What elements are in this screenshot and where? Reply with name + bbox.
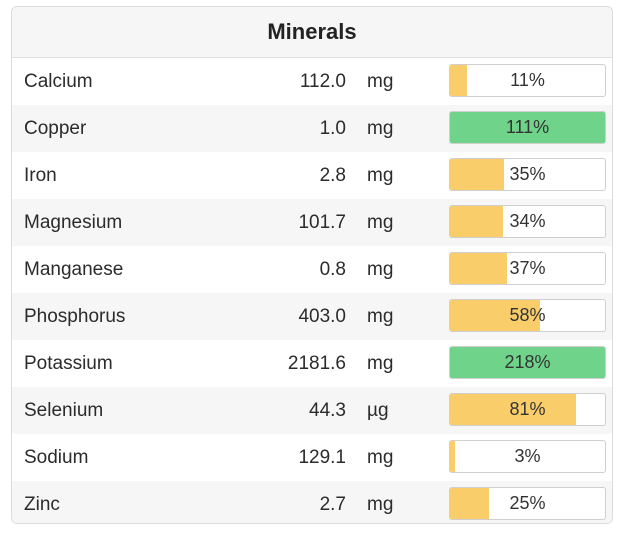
percent-bar-fill [450, 347, 605, 378]
percent-bar: 11% [449, 64, 606, 97]
mineral-unit: mg [367, 165, 394, 186]
table-row: Sodium 129.1 mg 3% [12, 434, 612, 481]
percent-bar-fill [450, 441, 455, 472]
percent-label: 218% [504, 352, 551, 372]
percent-label: 37% [509, 258, 546, 278]
percent-bar: 3% [449, 440, 606, 473]
mineral-amount: 44.3 [309, 400, 346, 421]
mineral-name: Magnesium [24, 212, 123, 233]
table-row: Potassium 2181.6 mg 218% [12, 340, 612, 387]
mineral-name: Manganese [24, 259, 124, 280]
percent-bar: 81% [449, 393, 606, 426]
mineral-name: Phosphorus [24, 306, 126, 327]
mineral-amount: 403.0 [298, 306, 346, 327]
percent-bar: 111% [449, 111, 606, 144]
mineral-unit: mg [367, 447, 394, 468]
percent-bar: 218% [449, 346, 606, 379]
mineral-unit: mg [367, 353, 394, 374]
percent-bar-fill [450, 488, 489, 519]
percent-bar-fill [450, 253, 508, 284]
mineral-amount: 2.8 [319, 165, 346, 186]
table-row: Magnesium 101.7 mg 34% [12, 199, 612, 246]
table-row: Calcium 112.0 mg 11% [12, 58, 612, 105]
mineral-unit: mg [367, 259, 394, 280]
percent-label: 11% [510, 70, 545, 90]
percent-bar-fill [450, 300, 540, 331]
percent-label: 25% [509, 493, 546, 513]
mineral-amount: 2.7 [319, 494, 346, 515]
mineral-unit: µg [367, 400, 389, 421]
mineral-unit: mg [367, 212, 394, 233]
table-row: Selenium 44.3 µg 81% [12, 387, 612, 434]
table-row: Phosphorus 403.0 mg 58% [12, 293, 612, 340]
mineral-name: Iron [24, 165, 57, 186]
percent-bar: 35% [449, 158, 606, 191]
percent-bar-fill [450, 159, 505, 190]
mineral-amount: 0.8 [319, 259, 346, 280]
table-row: Zinc 2.7 mg 25% [12, 481, 612, 523]
mineral-amount: 1.0 [319, 118, 346, 139]
minerals-panel: Minerals Calcium 112.0 mg 11% Copper 1.0… [11, 6, 613, 524]
mineral-unit: mg [367, 494, 394, 515]
percent-label: 35% [509, 164, 546, 184]
mineral-amount: 129.1 [298, 447, 346, 468]
mineral-name: Calcium [24, 71, 93, 92]
mineral-unit: mg [367, 306, 394, 327]
mineral-name: Sodium [24, 447, 89, 468]
mineral-name: Selenium [24, 400, 104, 421]
percent-bar-fill [450, 394, 576, 425]
panel-title: Minerals [12, 7, 612, 58]
percent-label: 34% [509, 211, 546, 231]
percent-bar-fill [450, 206, 503, 237]
percent-bar: 37% [449, 252, 606, 285]
table-row: Manganese 0.8 mg 37% [12, 246, 612, 293]
mineral-name: Zinc [24, 494, 60, 515]
minerals-table: Calcium 112.0 mg 11% Copper 1.0 mg 111% … [12, 58, 612, 523]
mineral-unit: mg [367, 71, 394, 92]
percent-bar: 25% [449, 487, 606, 520]
percent-bar: 58% [449, 299, 606, 332]
mineral-name: Potassium [24, 353, 113, 374]
mineral-amount: 101.7 [298, 212, 346, 233]
mineral-name: Copper [24, 118, 87, 139]
percent-label: 111% [505, 117, 550, 137]
percent-bar-fill [450, 112, 605, 143]
percent-label: 81% [509, 399, 546, 419]
mineral-amount: 112.0 [299, 71, 346, 92]
table-row: Copper 1.0 mg 111% [12, 105, 612, 152]
mineral-amount: 2181.6 [287, 353, 346, 374]
mineral-unit: mg [367, 118, 394, 139]
percent-bar: 34% [449, 205, 606, 238]
percent-label: 3% [514, 446, 541, 466]
percent-label: 58% [509, 305, 546, 325]
table-row: Iron 2.8 mg 35% [12, 152, 612, 199]
percent-bar-fill [450, 65, 468, 96]
